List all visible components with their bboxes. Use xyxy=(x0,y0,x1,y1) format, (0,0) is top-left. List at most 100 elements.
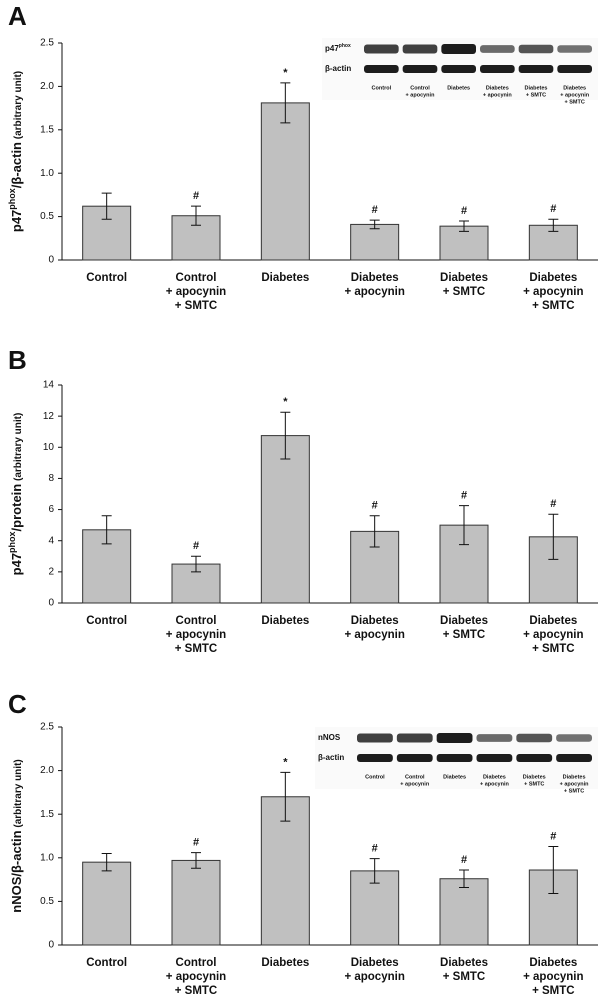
error-bar xyxy=(459,869,469,888)
x-tick-label: + apocynin xyxy=(523,629,583,641)
blot-lane-label: + SMTC xyxy=(565,99,585,105)
x-tick-label: Control xyxy=(176,615,217,627)
label-part: (arbitrary unit) xyxy=(13,71,24,142)
y-tick-label: 2.0 xyxy=(40,765,54,776)
blot-band xyxy=(396,733,433,743)
x-tick-label: + SMTC xyxy=(532,643,575,655)
label-part: /protein xyxy=(9,484,24,532)
label-part: p47 xyxy=(9,553,24,575)
y-tick-label: 2.5 xyxy=(40,722,54,733)
label-part: p47 xyxy=(9,210,24,232)
error-bar xyxy=(369,515,380,548)
bar xyxy=(350,223,400,261)
error-bar xyxy=(548,513,559,560)
x-tick-label: Diabetes xyxy=(351,272,399,284)
blot-lane-label: Diabetes xyxy=(563,774,586,780)
bar xyxy=(82,861,132,946)
bar xyxy=(171,859,221,946)
x-tick-label: + apocynin xyxy=(523,286,583,298)
y-tick-label: 2 xyxy=(48,566,54,577)
blot-band xyxy=(364,44,399,54)
y-tick-label: 1.0 xyxy=(40,852,54,863)
y-tick-label: 0 xyxy=(48,255,54,266)
significance-marker: # xyxy=(461,854,467,866)
blot-lane-label: + apocynin xyxy=(400,781,430,787)
error-bar xyxy=(280,82,291,124)
significance-marker: # xyxy=(193,540,199,552)
x-tick-label: Diabetes xyxy=(440,272,488,284)
significance-marker: # xyxy=(193,836,199,848)
panel-label: A xyxy=(8,1,27,31)
error-bar xyxy=(548,218,559,232)
x-tick-label: Control xyxy=(86,615,127,627)
significance-marker: # xyxy=(372,204,378,216)
error-bar xyxy=(191,205,201,226)
x-tick-label: + apocynin xyxy=(166,971,226,983)
label-part: (arbitrary unit) xyxy=(13,413,24,484)
label-part: β-actin xyxy=(325,64,351,73)
x-tick-label: Control xyxy=(86,957,127,969)
x-tick-label: + apocynin xyxy=(344,971,404,983)
x-tick-label: + apocynin xyxy=(166,286,226,298)
x-tick-label: Diabetes xyxy=(529,615,577,627)
x-tick-label: Diabetes xyxy=(529,272,577,284)
blot-lane-label: + SMTC xyxy=(526,92,546,98)
y-tick-label: 14 xyxy=(43,380,55,391)
error-bar xyxy=(280,411,291,460)
label-part: phox xyxy=(7,188,17,210)
x-tick-label: Control xyxy=(176,957,217,969)
blot-band xyxy=(480,45,515,53)
blot-row-label: nNOS xyxy=(318,733,341,742)
x-tick-label: + SMTC xyxy=(443,286,486,298)
blot-band xyxy=(436,754,473,762)
error-bar xyxy=(101,192,112,220)
y-axis-label: p47phox/β-actin (arbitrary unit) xyxy=(7,71,24,232)
blot-band xyxy=(402,44,438,54)
x-tick-label: Diabetes xyxy=(440,957,488,969)
blot-band xyxy=(556,754,592,762)
blot-lane-label: Diabetes xyxy=(563,85,586,91)
x-tick-label: + SMTC xyxy=(175,300,218,312)
x-tick-label: Control xyxy=(176,272,217,284)
x-tick-label: + apocynin xyxy=(523,971,583,983)
blot-lane-label: Diabetes xyxy=(525,85,548,91)
bar xyxy=(260,102,310,261)
label-part: β-actin xyxy=(318,753,344,762)
significance-marker: # xyxy=(461,205,467,217)
blot-lane-label: Control xyxy=(372,85,392,91)
blot-lane-label: + apocynin xyxy=(483,92,513,98)
significance-marker: * xyxy=(283,396,288,408)
label-part: phox xyxy=(339,43,351,49)
x-tick-label: + apocynin xyxy=(344,629,404,641)
blot-band xyxy=(556,734,592,742)
x-tick-label: Control xyxy=(86,272,127,284)
y-tick-label: 6 xyxy=(48,504,54,515)
blot-lane-label: Control xyxy=(405,774,425,780)
y-tick-label: 1.5 xyxy=(40,809,54,820)
blot-row-label: β-actin xyxy=(325,64,351,73)
x-tick-label: + SMTC xyxy=(532,985,575,997)
x-tick-label: + apocynin xyxy=(166,629,226,641)
y-tick-label: 2.5 xyxy=(40,38,54,49)
significance-marker: # xyxy=(550,203,556,215)
blot-lane-label: Control xyxy=(365,774,385,780)
x-tick-label: + apocynin xyxy=(344,286,404,298)
blot-band xyxy=(516,733,553,743)
blot-band xyxy=(436,733,473,743)
x-tick-label: Diabetes xyxy=(440,615,488,627)
y-tick-label: 0.5 xyxy=(40,211,54,222)
error-bar xyxy=(459,505,469,546)
blot-lane-label: + SMTC xyxy=(524,781,544,787)
blot-lane-label: + apocynin xyxy=(560,92,590,98)
blot-row-label: β-actin xyxy=(318,753,344,762)
label-part: (arbitrary unit) xyxy=(13,759,24,830)
error-bar xyxy=(369,219,380,230)
blot-lane-label: Diabetes xyxy=(447,85,470,91)
x-tick-label: + SMTC xyxy=(175,985,218,997)
blot-band xyxy=(402,65,438,73)
x-tick-label: + SMTC xyxy=(532,300,575,312)
y-tick-label: 4 xyxy=(48,535,54,546)
error-bar xyxy=(548,845,559,895)
